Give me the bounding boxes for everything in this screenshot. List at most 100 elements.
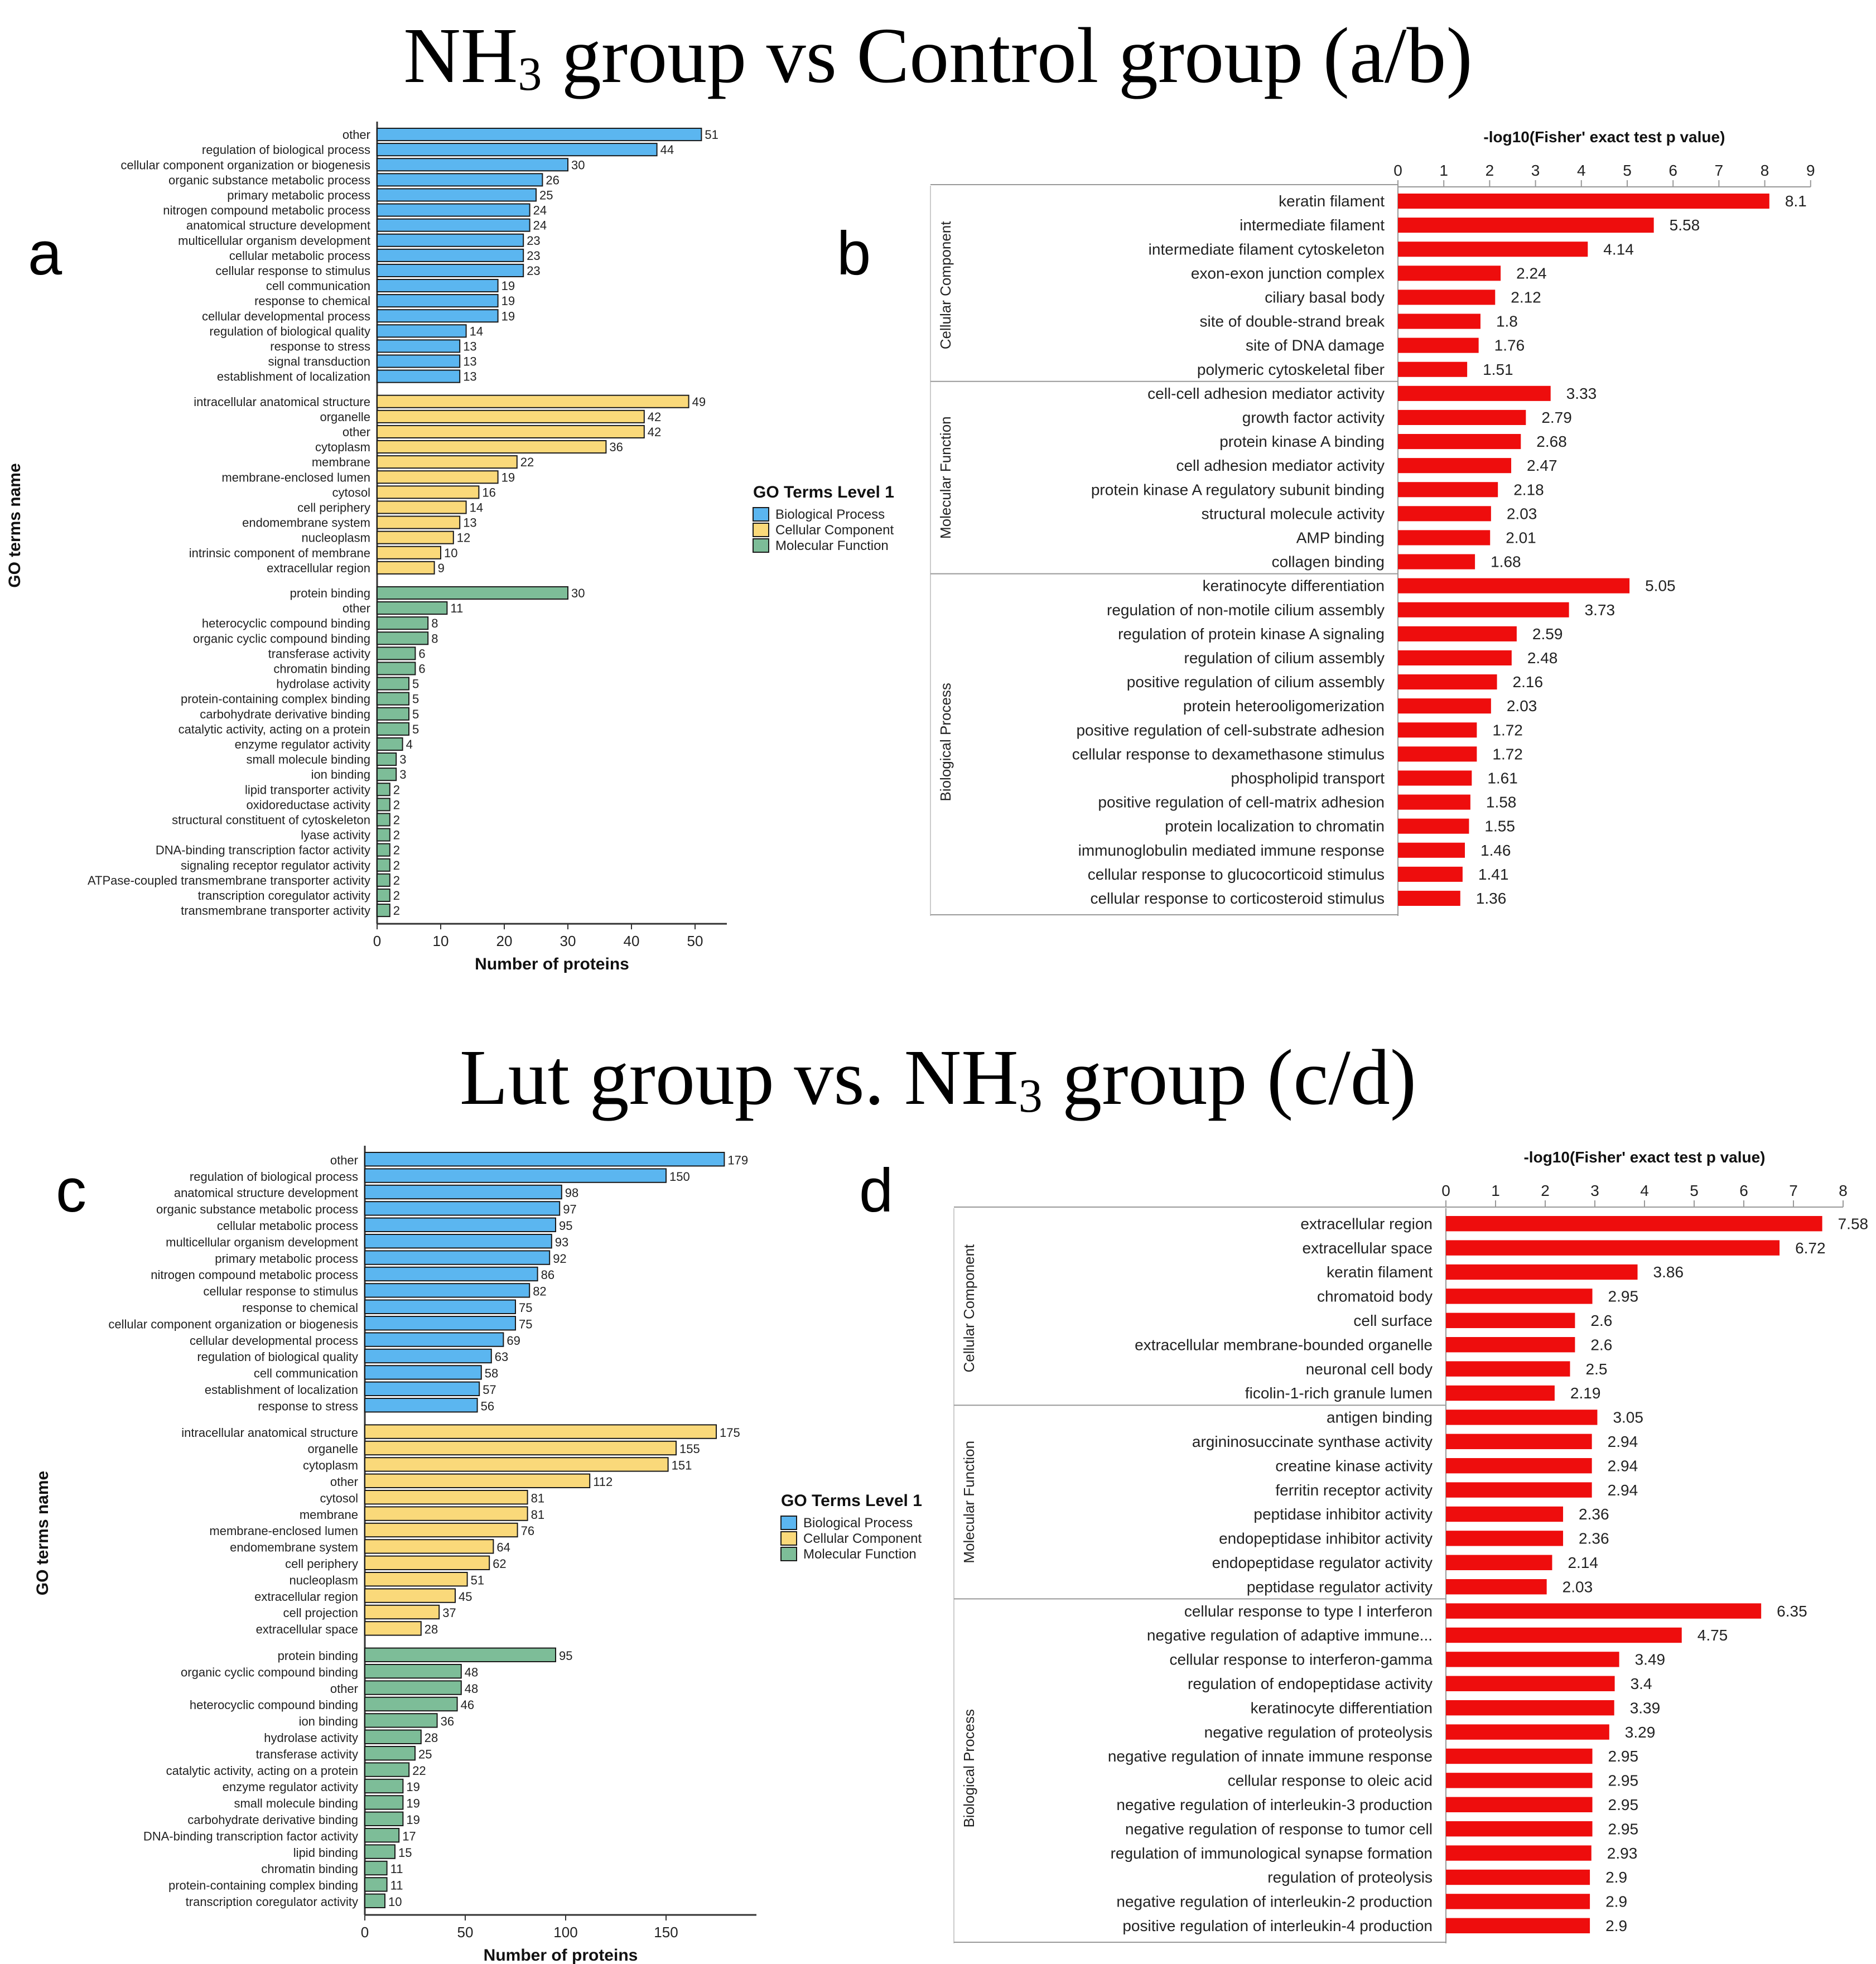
bar — [377, 233, 524, 247]
category-label: site of double-strand break — [1199, 313, 1385, 330]
category-label: cell adhesion mediator activity — [1176, 457, 1385, 474]
data-label: 6.35 — [1777, 1603, 1807, 1620]
bar — [1398, 337, 1479, 353]
bar — [377, 515, 461, 529]
category-label: organelle — [320, 410, 370, 424]
bar — [1398, 866, 1463, 882]
bar — [1398, 698, 1491, 714]
bar — [1446, 1361, 1570, 1377]
data-label: 8 — [431, 616, 438, 630]
bar — [377, 173, 543, 187]
bar — [1446, 1458, 1592, 1474]
category-label: heterocyclic compound binding — [202, 616, 370, 630]
bar — [364, 1621, 422, 1636]
bar — [377, 813, 390, 827]
data-label: 2.94 — [1608, 1482, 1638, 1499]
x-axis-label: Number of proteins — [475, 955, 629, 973]
data-label: 93 — [555, 1235, 568, 1249]
category-label: organelle — [307, 1442, 358, 1456]
category-label: cellular response to stimulus — [203, 1285, 358, 1299]
x-tick-label: 5 — [1690, 1182, 1699, 1199]
category-label: regulation of protein kinase A signaling — [1118, 625, 1385, 643]
category-label: other — [343, 128, 370, 142]
category-label: protein binding — [290, 586, 370, 600]
bar — [377, 485, 480, 499]
bar — [1446, 1603, 1762, 1619]
bar — [364, 1877, 388, 1892]
category-label: growth factor activity — [1242, 409, 1385, 426]
data-label: 26 — [546, 173, 559, 187]
category-label: protein kinase A regulatory subunit bind… — [1091, 481, 1385, 498]
bar — [1446, 1531, 1564, 1546]
bar — [364, 1893, 385, 1909]
category-label: catalytic activity, acting on a protein — [166, 1764, 358, 1778]
bar — [364, 1795, 404, 1810]
bar — [377, 737, 403, 751]
group-label: Molecular Function — [961, 1441, 977, 1564]
bar — [377, 586, 568, 600]
title-part: group vs Control group (a/b) — [542, 11, 1473, 99]
data-label: 36 — [441, 1715, 454, 1729]
data-label: 36 — [609, 440, 623, 454]
category-label: nucleoplasm — [289, 1573, 358, 1587]
data-label: 3.73 — [1585, 601, 1615, 619]
bar — [364, 1588, 456, 1603]
bar — [377, 631, 429, 645]
data-label: 2 — [393, 828, 400, 842]
legend-entry: Cellular Component — [775, 523, 894, 538]
data-label: 3.29 — [1625, 1724, 1656, 1741]
data-label: 2.59 — [1532, 625, 1563, 643]
section-title-lut-vs-nh3: Lut group vs. NH3 group (c/d) — [0, 1038, 1876, 1119]
section-title-nh3-vs-control: NH3 group vs Control group (a/b) — [0, 16, 1876, 98]
category-label: cytosol — [320, 1491, 358, 1505]
bar — [1446, 1652, 1619, 1667]
data-label: 3.86 — [1653, 1263, 1684, 1281]
category-label: transferase activity — [256, 1747, 358, 1761]
data-label: 6 — [418, 662, 425, 676]
bar — [364, 1713, 438, 1728]
data-label: 2.12 — [1511, 289, 1541, 306]
data-label: 1.55 — [1484, 818, 1515, 835]
data-label: 8.1 — [1785, 192, 1807, 210]
category-label: cellular response to oleic acid — [1228, 1772, 1433, 1789]
bar — [377, 843, 390, 857]
bar — [377, 646, 416, 660]
bar — [1398, 289, 1496, 305]
x-tick-label: 6 — [1739, 1182, 1748, 1199]
chart-panel-c: other 179 regulation of biological process… — [33, 1146, 922, 1964]
x-tick-label: 8 — [1839, 1182, 1848, 1199]
bar — [364, 1299, 516, 1315]
data-label: 2.9 — [1605, 1893, 1627, 1910]
category-label: establishment of localization — [205, 1383, 358, 1397]
category-label: endopeptidase regulator activity — [1212, 1554, 1433, 1571]
legend-title: GO Terms Level 1 — [781, 1492, 922, 1510]
data-label: 51 — [471, 1573, 484, 1587]
data-label: 11 — [390, 1862, 403, 1876]
bar — [1398, 218, 1654, 233]
category-label: extracellular space — [256, 1623, 358, 1637]
data-label: 1.58 — [1486, 794, 1517, 811]
bar — [364, 1522, 518, 1538]
legend-entry: Biological Process — [803, 1516, 913, 1531]
data-label: 81 — [531, 1508, 544, 1522]
data-label: 25 — [418, 1747, 432, 1761]
data-label: 9 — [438, 561, 445, 575]
category-label: cytoplasm — [303, 1459, 358, 1473]
data-label: 63 — [495, 1350, 508, 1364]
data-label: 46 — [461, 1698, 474, 1712]
data-label: 8 — [431, 631, 438, 645]
data-label: 2 — [393, 783, 400, 797]
data-label: 22 — [520, 455, 534, 469]
bar — [1398, 722, 1477, 738]
category-label: keratinocyte differentiation — [1203, 577, 1385, 595]
data-label: 2.19 — [1570, 1384, 1601, 1402]
category-label: regulation of biological process — [202, 143, 370, 157]
data-label: 19 — [501, 470, 515, 484]
data-label: 97 — [563, 1203, 576, 1217]
data-label: 51 — [705, 128, 718, 142]
data-label: 92 — [553, 1252, 566, 1266]
data-label: 7.58 — [1838, 1215, 1869, 1232]
category-label: cellular response to dexamethasone stimu… — [1072, 745, 1385, 763]
data-label: 3 — [399, 768, 406, 781]
data-label: 2 — [393, 798, 400, 812]
